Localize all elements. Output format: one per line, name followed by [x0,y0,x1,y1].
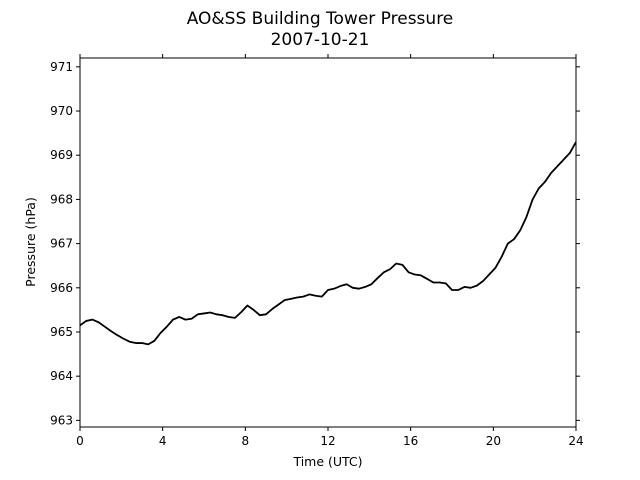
y-tick-label: 971 [50,60,73,74]
y-tick-label: 965 [50,325,73,339]
x-tick-label: 12 [320,434,335,448]
x-tick-label: 0 [76,434,84,448]
x-tick-label: 20 [486,434,501,448]
x-tick-label: 8 [242,434,250,448]
y-tick-label: 964 [50,369,73,383]
y-tick-label: 967 [50,237,73,251]
y-tick-label: 969 [50,148,73,162]
y-tick-label: 970 [50,104,73,118]
x-tick-label: 24 [568,434,583,448]
y-tick-label: 968 [50,192,73,206]
series-line-0 [79,141,577,346]
plot-area [79,141,577,346]
x-tick-label: 4 [159,434,167,448]
x-axis-label: Time (UTC) [292,454,362,469]
y-axis-label: Pressure (hPa) [23,197,38,287]
y-tick-label: 963 [50,413,73,427]
x-tick-label: 16 [403,434,418,448]
y-tick-label: 966 [50,281,73,295]
chart-subtitle: 2007-10-21 [271,30,370,50]
plot-frame [79,57,577,428]
chart-title: AO&SS Building Tower Pressure [187,9,454,29]
axis-ticks: 0 4 8 12 16 20 24 963 964 965 966 967 968 969 970 971 [50,54,584,448]
